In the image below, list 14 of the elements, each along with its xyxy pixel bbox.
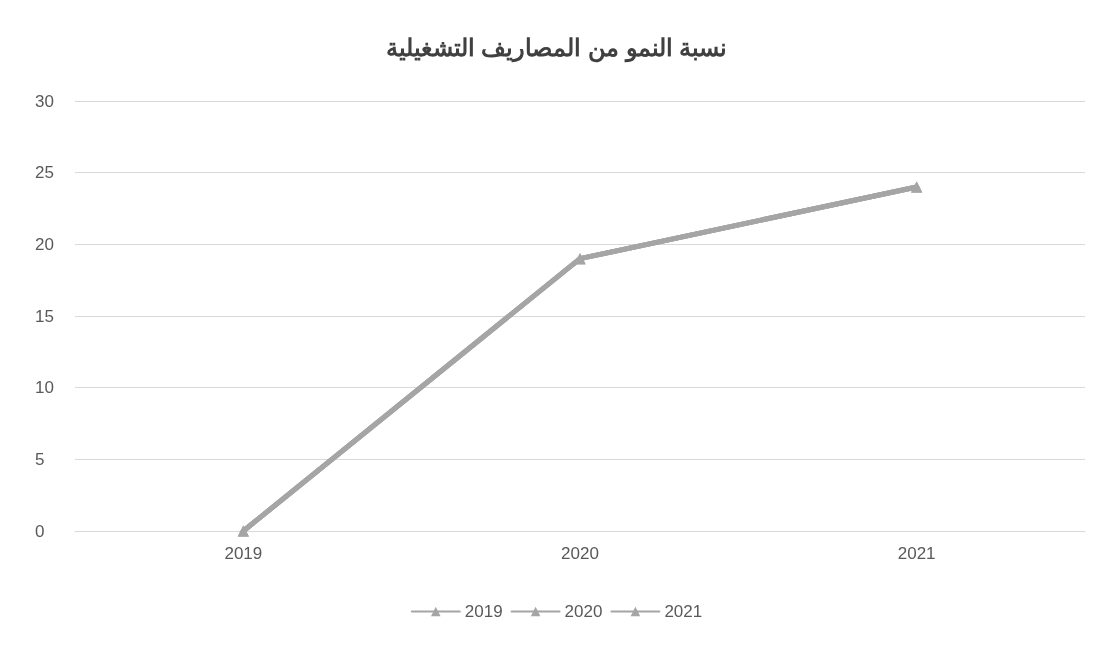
y-tick-label: 20	[35, 234, 54, 254]
x-tick-label: 2021	[897, 544, 936, 563]
x-tick-label: 2020	[561, 544, 599, 563]
y-tick-label: 0	[35, 521, 45, 541]
legend-label: 2021	[664, 602, 703, 621]
legend-label: 2019	[464, 602, 503, 621]
y-tick-label: 15	[35, 306, 54, 326]
y-tick-label: 25	[35, 163, 54, 183]
chart-title: نسبة النمو من المصاريف التشغيلية	[385, 33, 728, 63]
legend-label: 2020	[564, 602, 603, 621]
y-tick-label: 10	[35, 378, 54, 398]
y-tick-label: 5	[35, 449, 45, 469]
x-tick-label: 2019	[224, 544, 263, 563]
y-tick-label: 30	[35, 91, 54, 111]
